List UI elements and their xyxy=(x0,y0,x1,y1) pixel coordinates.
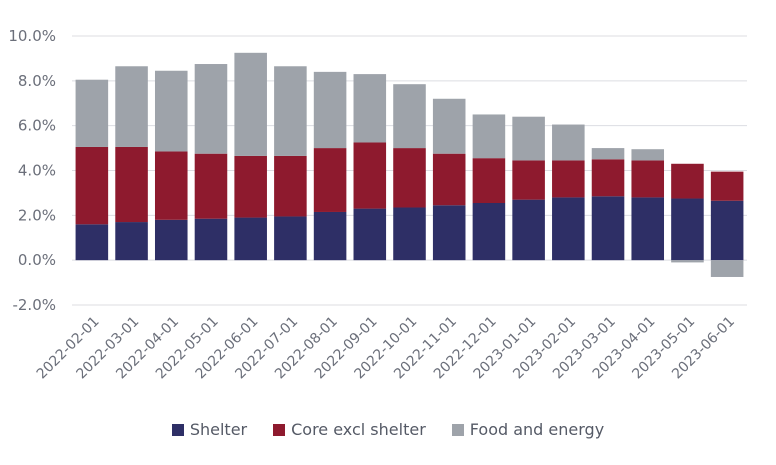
bar-segment-shelter xyxy=(432,205,466,261)
bar-segment-core-excl-shelter xyxy=(552,160,585,198)
bar-segment-shelter xyxy=(671,198,704,261)
legend-swatch xyxy=(171,423,184,436)
bar-segment-food-and-energy xyxy=(631,149,665,161)
bar-segment-shelter xyxy=(154,219,188,261)
y-tick-label: 0.0% xyxy=(18,251,56,269)
bars xyxy=(75,52,744,277)
bar-segment-shelter xyxy=(353,208,387,261)
legend-label: Food and energy xyxy=(469,420,605,439)
bar-segment-food-and-energy xyxy=(313,71,347,149)
bar-segment-core-excl-shelter xyxy=(432,153,466,206)
legend: Shelter Core excl shelter Food and energy xyxy=(0,420,776,439)
legend-swatch xyxy=(451,423,464,436)
bar-segment-food-and-energy xyxy=(472,114,506,159)
bar-segment-shelter xyxy=(75,224,109,261)
bar-segment-shelter xyxy=(631,197,665,261)
bar-segment-shelter xyxy=(472,203,506,261)
bar-segment-food-and-energy xyxy=(393,84,426,149)
bar-segment-core-excl-shelter xyxy=(75,146,109,225)
x-axis-ticks: 2022-02-012022-03-012022-04-012022-05-01… xyxy=(34,314,738,383)
bar-segment-shelter xyxy=(313,211,347,261)
bar-segment-core-excl-shelter xyxy=(710,171,744,201)
bar-segment-shelter xyxy=(552,197,585,261)
bar-segment-food-and-energy xyxy=(591,148,625,160)
bar-segment-shelter xyxy=(393,207,426,261)
bar-segment-shelter xyxy=(274,216,307,261)
bar-segment-core-excl-shelter xyxy=(115,146,148,223)
bar-segment-core-excl-shelter xyxy=(154,151,188,220)
bar-segment-core-excl-shelter xyxy=(472,158,506,204)
bar-segment-shelter xyxy=(512,199,545,261)
bar-segment-food-and-energy xyxy=(710,260,744,277)
bar-segment-food-and-energy xyxy=(234,52,267,156)
bar-segment-core-excl-shelter xyxy=(353,142,387,209)
y-axis-ticks: -2.0% 0.0% 2.0% 4.0% 6.0% 8.0% 10.0% xyxy=(8,27,56,314)
bar-segment-food-and-energy xyxy=(274,66,307,156)
bar-segment-core-excl-shelter xyxy=(234,155,267,218)
bar-segment-core-excl-shelter xyxy=(512,160,545,200)
legend-item: Core excl shelter xyxy=(273,420,426,439)
bar-segment-food-and-energy xyxy=(512,116,545,161)
legend-label: Shelter xyxy=(189,420,248,439)
bar-segment-core-excl-shelter xyxy=(631,160,665,198)
bar-segment-shelter xyxy=(591,196,625,261)
legend-label: Core excl shelter xyxy=(291,420,426,439)
legend-swatch xyxy=(273,423,286,436)
legend-item: Food and energy xyxy=(451,420,605,439)
bar-segment-core-excl-shelter xyxy=(671,163,704,199)
y-tick-label: 2.0% xyxy=(18,206,56,224)
bar-segment-core-excl-shelter xyxy=(313,148,347,212)
y-tick-label: 8.0% xyxy=(18,72,56,90)
y-tick-label: 4.0% xyxy=(18,162,56,180)
bar-segment-food-and-energy xyxy=(353,74,387,143)
y-tick-label: 10.0% xyxy=(8,27,56,45)
bar-segment-shelter xyxy=(115,222,148,261)
bar-segment-food-and-energy xyxy=(432,98,466,154)
bar-segment-core-excl-shelter xyxy=(194,153,228,219)
bar-segment-shelter xyxy=(710,200,744,261)
bar-segment-core-excl-shelter xyxy=(393,148,426,208)
bar-segment-food-and-energy xyxy=(194,64,228,154)
y-tick-label: -2.0% xyxy=(12,296,56,314)
bar-segment-shelter xyxy=(194,218,228,261)
bar-segment-food-and-energy xyxy=(115,66,148,147)
bar-segment-shelter xyxy=(234,217,267,261)
bar-segment-core-excl-shelter xyxy=(591,159,625,197)
bar-segment-food-and-energy xyxy=(552,124,585,161)
y-tick-label: 6.0% xyxy=(18,117,56,135)
bar-segment-food-and-energy xyxy=(671,260,704,263)
bar-segment-food-and-energy xyxy=(75,79,109,147)
bar-segment-food-and-energy xyxy=(154,70,188,152)
bar-segment-core-excl-shelter xyxy=(274,155,307,217)
legend-item: Shelter xyxy=(171,420,248,439)
